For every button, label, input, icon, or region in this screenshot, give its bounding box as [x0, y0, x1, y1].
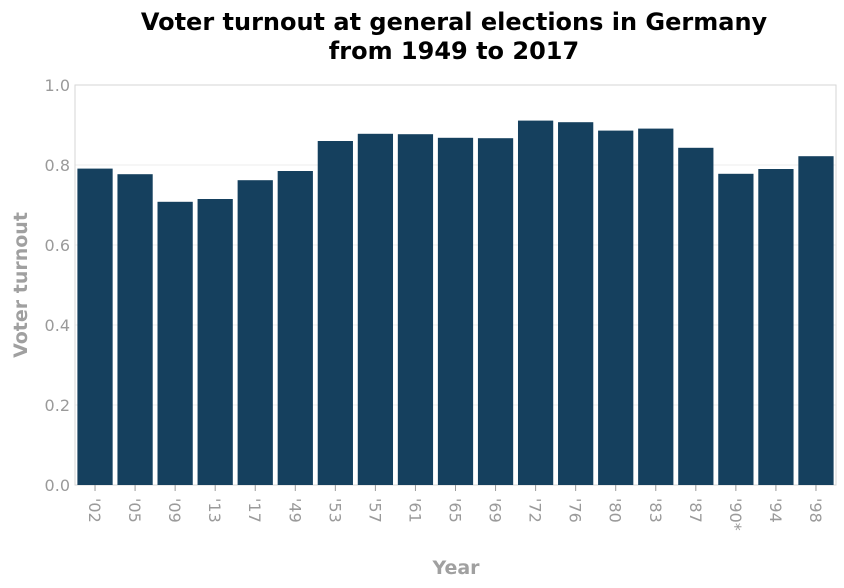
x-tick-label: '13 — [205, 498, 224, 523]
x-tick-label: '02 — [85, 498, 104, 523]
bar — [157, 201, 193, 486]
x-tick-label: '94 — [766, 498, 785, 523]
x-tick-label: '98 — [806, 498, 825, 523]
bar — [678, 147, 714, 486]
x-tick-label: '57 — [365, 498, 384, 523]
bar — [798, 156, 834, 485]
bar — [517, 120, 554, 485]
bar — [638, 128, 674, 485]
bar — [237, 180, 273, 485]
y-axis-label: Voter turnout — [10, 212, 32, 358]
x-axis-ticks: '02 '05 '09 '13 '17 '49 '53 '57 '61 '65 '69 '72 '76 '… — [85, 485, 825, 531]
x-tick-label: '09 — [165, 498, 184, 523]
y-tick-label: 0.0 — [45, 476, 70, 495]
bar — [357, 133, 394, 486]
bars — [77, 120, 834, 486]
y-tick-label: 0.2 — [45, 396, 70, 415]
x-tick-label: '65 — [446, 498, 465, 523]
x-tick-label: '53 — [325, 498, 344, 523]
chart-title-line-1: Voter turnout at general elections in Ge… — [141, 8, 768, 36]
x-tick-label: '49 — [285, 498, 304, 523]
y-tick-label: 0.4 — [45, 316, 70, 335]
chart-title-line-2: from 1949 to 2017 — [329, 37, 579, 65]
y-axis-ticks: 0.0 0.2 0.4 0.6 0.8 1.0 — [45, 76, 70, 495]
bar — [317, 141, 353, 485]
x-tick-label: '17 — [245, 498, 264, 523]
y-tick-label: 0.6 — [45, 236, 70, 255]
y-tick-label: 0.8 — [45, 156, 70, 175]
bar — [598, 130, 634, 485]
x-tick-label: '69 — [486, 498, 505, 523]
bar — [558, 122, 594, 485]
bar — [397, 134, 434, 485]
x-axis-label: Year — [431, 557, 480, 579]
bar — [77, 168, 113, 485]
x-tick-label: '61 — [405, 498, 424, 523]
x-tick-label: '05 — [125, 498, 144, 523]
x-tick-label: '87 — [686, 498, 705, 523]
bar — [277, 171, 313, 485]
bar — [117, 174, 153, 485]
x-tick-label: '76 — [566, 498, 585, 523]
bar — [758, 169, 794, 485]
x-tick-label: '80 — [606, 498, 625, 523]
bar — [477, 138, 514, 485]
y-tick-label: 1.0 — [45, 76, 70, 95]
x-tick-label: '83 — [646, 498, 665, 523]
bar — [197, 199, 233, 485]
bar — [718, 173, 754, 486]
bar — [437, 137, 474, 486]
x-tick-label: '90* — [726, 498, 745, 531]
x-tick-label: '72 — [526, 498, 545, 523]
